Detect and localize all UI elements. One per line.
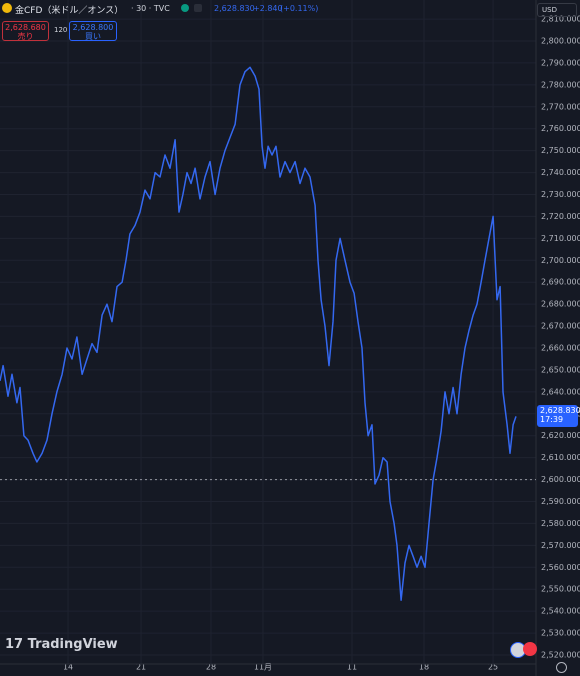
y-tick-label: 2,520.000 bbox=[541, 651, 580, 660]
y-tick-label: 2,770.000 bbox=[541, 102, 580, 111]
badge-time: 17:39 bbox=[540, 415, 564, 425]
y-tick-label: 2,690.000 bbox=[541, 278, 580, 287]
x-tick-label: 21 bbox=[136, 663, 146, 672]
y-tick-label: 2,600.000 bbox=[541, 475, 580, 484]
y-tick-label: 2,670.000 bbox=[541, 322, 580, 331]
y-tick-label: 2,660.000 bbox=[541, 344, 580, 353]
y-tick-label: 2,680.000 bbox=[541, 300, 580, 309]
y-tick-label: 2,760.000 bbox=[541, 124, 580, 133]
y-tick-label: 2,650.000 bbox=[541, 365, 580, 374]
x-tick-label: 25 bbox=[488, 663, 498, 672]
x-tick-label: 14 bbox=[63, 663, 73, 672]
y-tick-label: 2,580.000 bbox=[541, 519, 580, 528]
plot-background bbox=[0, 0, 536, 664]
y-tick-label: 2,710.000 bbox=[541, 234, 580, 243]
y-tick-label: 2,530.000 bbox=[541, 629, 580, 638]
change-percent: (+0.11%) bbox=[280, 4, 319, 13]
y-tick-label: 2,730.000 bbox=[541, 190, 580, 199]
x-tick-label: 18 bbox=[419, 663, 429, 672]
y-tick-label: 2,780.000 bbox=[541, 80, 580, 89]
y-tick-label: 2,790.000 bbox=[541, 58, 580, 67]
y-tick-label: 2,810.000 bbox=[541, 15, 580, 24]
y-tick-label: 2,750.000 bbox=[541, 146, 580, 155]
spread: 120 bbox=[54, 26, 68, 34]
symbol[interactable]: 金CFD（米ドル／オンス） bbox=[15, 6, 124, 16]
price-line-series bbox=[0, 66, 517, 601]
y-tick-label: 2,800.000 bbox=[541, 37, 580, 46]
x-tick-label: 11月 bbox=[254, 663, 272, 672]
y-tick-label: 2,740.000 bbox=[541, 168, 580, 177]
buy-price: 2,628.800 bbox=[72, 23, 114, 32]
y-tick-label: 2,700.000 bbox=[541, 256, 580, 265]
y-tick-label: 2,640.000 bbox=[541, 387, 580, 396]
buy-label: 買い bbox=[85, 32, 101, 41]
flag-icon[interactable] bbox=[523, 642, 537, 656]
symbol-icon bbox=[2, 3, 12, 13]
status-icon bbox=[194, 4, 202, 12]
buy-button[interactable]: 2,628.800 買い bbox=[69, 21, 117, 41]
x-tick-label: 28 bbox=[206, 663, 216, 672]
sell-price: 2,628.680 bbox=[5, 23, 46, 32]
symbol-meta: · 30 · TVC bbox=[131, 4, 170, 13]
price-badge: 2,628.830 17:39 bbox=[537, 405, 580, 428]
change: +2.840 bbox=[253, 4, 283, 13]
status-icon bbox=[181, 4, 189, 12]
x-tick-label: 11 bbox=[347, 663, 357, 672]
sell-button[interactable]: 2,628.680 売り bbox=[2, 21, 49, 41]
settings-icon[interactable] bbox=[556, 662, 567, 673]
y-tick-label: 2,620.000 bbox=[541, 431, 580, 440]
last-price: 2,628.830 bbox=[214, 4, 255, 13]
sell-label: 売り bbox=[17, 32, 34, 41]
y-tick-label: 2,610.000 bbox=[541, 453, 580, 462]
y-tick-label: 2,720.000 bbox=[541, 212, 580, 221]
y-tick-label: 2,540.000 bbox=[541, 607, 580, 616]
y-tick-label: 2,570.000 bbox=[541, 541, 580, 550]
currency-select[interactable]: USD bbox=[537, 3, 577, 17]
y-tick-label: 2,560.000 bbox=[541, 563, 580, 572]
logo-text: TradingView bbox=[27, 637, 118, 652]
logo: 17 TradingView bbox=[5, 637, 118, 652]
logo-mark: 17 bbox=[5, 637, 28, 652]
badge-price: 2,628.830 bbox=[540, 406, 580, 416]
y-tick-label: 2,550.000 bbox=[541, 585, 580, 594]
y-tick-label: 2,590.000 bbox=[541, 497, 580, 506]
